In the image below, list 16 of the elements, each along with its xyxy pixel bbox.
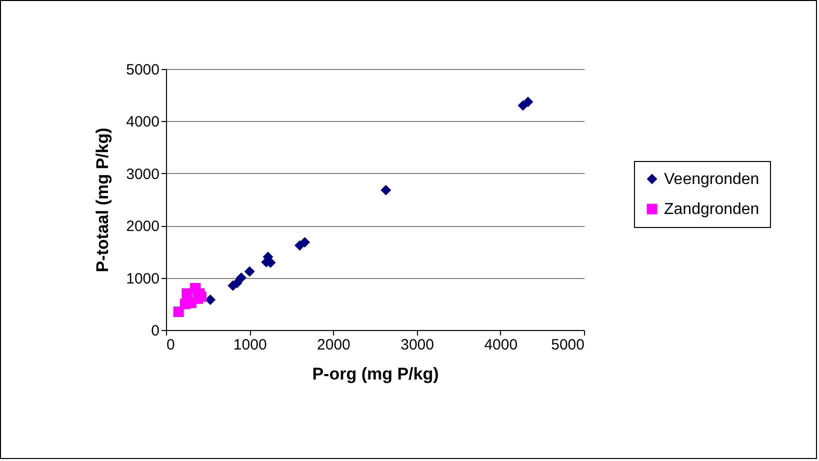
- x-tick-label: 2000: [317, 336, 350, 354]
- x-tick-label: 5000: [551, 336, 584, 354]
- x-tick-label: 0: [166, 336, 175, 354]
- x-tick-label: 1000: [233, 336, 267, 354]
- x-axis-title: P-org (mg P/kg): [312, 364, 439, 384]
- y-axis-title: P-totaal (mg P/kg): [93, 128, 112, 272]
- y-tick-label: 1000: [126, 270, 160, 288]
- y-tick-label: 4000: [126, 114, 160, 131]
- y-tick-label: 2000: [126, 218, 160, 236]
- legend-label: Zandgronden: [664, 201, 760, 218]
- x-tick-label: 3000: [400, 336, 434, 354]
- y-tick-label: 3000: [126, 166, 160, 183]
- y-tick-label: 5000: [126, 62, 160, 78]
- x-tick-label: 4000: [484, 336, 518, 354]
- legend-label: Veengronden: [664, 171, 760, 188]
- y-tick-label: 0: [151, 322, 160, 340]
